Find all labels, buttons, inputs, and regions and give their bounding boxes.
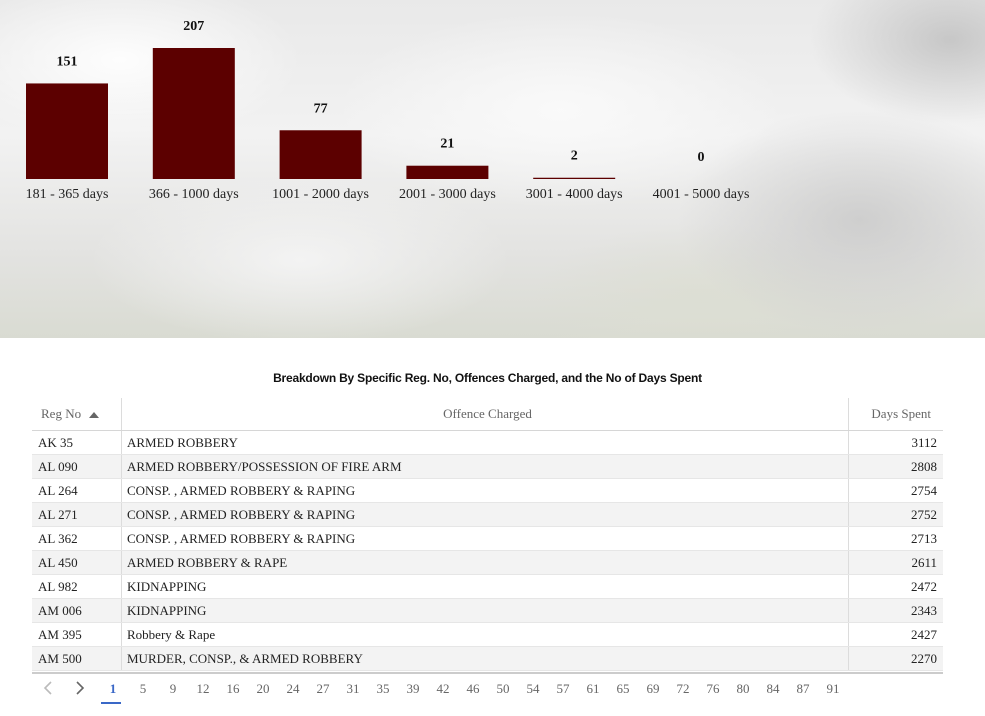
column-header-offence-label: Offence Charged <box>443 406 532 421</box>
reg-no-cell: AL 450 <box>32 550 122 575</box>
page-link[interactable]: 9 <box>169 681 177 696</box>
page-link[interactable]: 20 <box>256 681 270 696</box>
reg-no-cell: AM 500 <box>32 646 122 671</box>
days-spent-cell: 2808 <box>848 454 943 479</box>
bar[interactable] <box>533 177 616 179</box>
table-row[interactable]: AL 271 CONSP. , ARMED ROBBERY & RAPING 2… <box>32 502 943 527</box>
page-link[interactable]: 16 <box>226 681 240 696</box>
bar-category-label: 181 - 365 days <box>26 187 109 202</box>
column-header-days-label: Days Spent <box>871 406 931 421</box>
bar[interactable] <box>152 48 235 179</box>
table-row[interactable]: AL 264 CONSP. , ARMED ROBBERY & RAPING 2… <box>32 478 943 503</box>
sort-asc-icon[interactable] <box>89 412 100 419</box>
bar-value-label: 207 <box>183 19 204 34</box>
days-spent-cell: 2713 <box>848 526 943 551</box>
bar-value-label: 21 <box>440 137 454 152</box>
column-header-offence[interactable]: Offence Charged <box>121 398 849 431</box>
records-table: Reg No Offence Charged Days Spent AK 35 … <box>32 398 943 671</box>
offence-cell: CONSP. , ARMED ROBBERY & RAPING <box>121 526 849 551</box>
bar-value-label: 151 <box>57 54 78 69</box>
page-link[interactable]: 46 <box>466 681 480 696</box>
page-link[interactable]: 31 <box>346 681 360 696</box>
chevron-right-icon[interactable] <box>72 678 92 700</box>
bar-category-label: 2001 - 3000 days <box>399 187 496 202</box>
reg-no-cell: AL 264 <box>32 478 122 503</box>
bar[interactable] <box>406 165 489 179</box>
offence-cell: KIDNAPPING <box>121 598 849 623</box>
page-link[interactable]: 27 <box>316 681 330 696</box>
bar-category-label: 366 - 1000 days <box>149 187 239 202</box>
days-spent-cell: 2270 <box>848 646 943 671</box>
bar-category-label: 3001 - 4000 days <box>526 187 623 202</box>
days-spent-cell: 2611 <box>848 550 943 575</box>
offence-cell: CONSP. , ARMED ROBBERY & RAPING <box>121 478 849 503</box>
table-row[interactable]: AL 982 KIDNAPPING 2472 <box>32 574 943 599</box>
table-row[interactable]: AM 006 KIDNAPPING 2343 <box>32 598 943 623</box>
column-header-reg-no[interactable]: Reg No <box>32 398 122 431</box>
chart-background: 151 181 - 365 days 207 366 - 1000 days 77 100… <box>0 0 985 338</box>
table-row[interactable]: AL 450 ARMED ROBBERY & RAPE 2611 <box>32 550 943 575</box>
offence-cell: ARMED ROBBERY <box>121 430 849 455</box>
days-spent-cell: 3112 <box>848 430 943 455</box>
page-link[interactable]: 65 <box>616 681 630 696</box>
page-link[interactable]: 91 <box>826 681 840 696</box>
table-header-row: Reg No Offence Charged Days Spent <box>32 398 943 431</box>
reg-no-cell: AM 006 <box>32 598 122 623</box>
pagination: 1 5 9 12 16 20 24 27 31 35 39 42 46 50 54 57 61 65 69 72 76 8… <box>38 678 898 704</box>
page-link[interactable]: 5 <box>139 681 147 696</box>
chevron-left-icon[interactable] <box>40 678 60 700</box>
days-spent-cell: 2752 <box>848 502 943 527</box>
page-link[interactable]: 80 <box>736 681 750 696</box>
page-link[interactable]: 42 <box>436 681 450 696</box>
bar-category-label: 1001 - 2000 days <box>272 187 369 202</box>
table-row[interactable]: AK 35 ARMED ROBBERY 3112 <box>32 430 943 455</box>
days-spent-cell: 2472 <box>848 574 943 599</box>
page-link[interactable]: 50 <box>496 681 510 696</box>
page-link[interactable]: 61 <box>586 681 600 696</box>
column-header-reg-no-label: Reg No <box>41 406 82 421</box>
page-link[interactable]: 39 <box>406 681 420 696</box>
days-spent-bar-chart: 151 181 - 365 days 207 366 - 1000 days 77 100… <box>26 19 750 202</box>
offence-cell: KIDNAPPING <box>121 574 849 599</box>
page-link[interactable]: 84 <box>766 681 780 696</box>
column-header-days-spent[interactable]: Days Spent <box>848 398 943 431</box>
reg-no-cell: AL 362 <box>32 526 122 551</box>
reg-no-cell: AM 395 <box>32 622 122 647</box>
bar-value-label: 77 <box>314 101 328 116</box>
reg-no-cell: AL 090 <box>32 454 122 479</box>
offence-cell: MURDER, CONSP., & ARMED ROBBERY <box>121 646 849 671</box>
page-link[interactable]: 57 <box>556 681 570 696</box>
table-title: Breakdown By Specific Reg. No, Offences … <box>273 371 702 385</box>
table-row[interactable]: AL 362 CONSP. , ARMED ROBBERY & RAPING 2… <box>32 526 943 551</box>
days-spent-cell: 2754 <box>848 478 943 503</box>
reg-no-cell: AK 35 <box>32 430 122 455</box>
page-link[interactable]: 54 <box>526 681 540 696</box>
reg-no-cell: AL 982 <box>32 574 122 599</box>
days-spent-cell: 2343 <box>848 598 943 623</box>
page-list: 1 5 9 12 16 20 24 27 31 35 39 42 46 50 54 57 61 65 69 72 76 8… <box>98 681 848 704</box>
table-row[interactable]: AL 090 ARMED ROBBERY/POSSESSION OF FIRE … <box>32 454 943 479</box>
table-row[interactable]: AM 395 Robbery & Rape 2427 <box>32 622 943 647</box>
offence-cell: CONSP. , ARMED ROBBERY & RAPING <box>121 502 849 527</box>
table-bottom-border <box>32 672 943 674</box>
table-row[interactable]: AM 500 MURDER, CONSP., & ARMED ROBBERY 2… <box>32 646 943 671</box>
bar-category-label: 4001 - 5000 days <box>653 187 750 202</box>
offence-cell: ARMED ROBBERY/POSSESSION OF FIRE ARM <box>121 454 849 479</box>
offence-cell: ARMED ROBBERY & RAPE <box>121 550 849 575</box>
page-link[interactable]: 1 <box>98 681 128 704</box>
bar-value-label: 2 <box>571 149 578 164</box>
page-link[interactable]: 12 <box>196 681 210 696</box>
bar-value-label: 0 <box>698 150 705 165</box>
page-link[interactable]: 87 <box>796 681 810 696</box>
days-spent-cell: 2427 <box>848 622 943 647</box>
page-link[interactable]: 69 <box>646 681 660 696</box>
offence-cell: Robbery & Rape <box>121 622 849 647</box>
bar[interactable] <box>279 130 362 179</box>
reg-no-cell: AL 271 <box>32 502 122 527</box>
page-link[interactable]: 35 <box>376 681 390 696</box>
page-link[interactable]: 72 <box>676 681 690 696</box>
page-link[interactable]: 76 <box>706 681 720 696</box>
page-link[interactable]: 24 <box>286 681 300 696</box>
bar[interactable] <box>26 83 108 179</box>
